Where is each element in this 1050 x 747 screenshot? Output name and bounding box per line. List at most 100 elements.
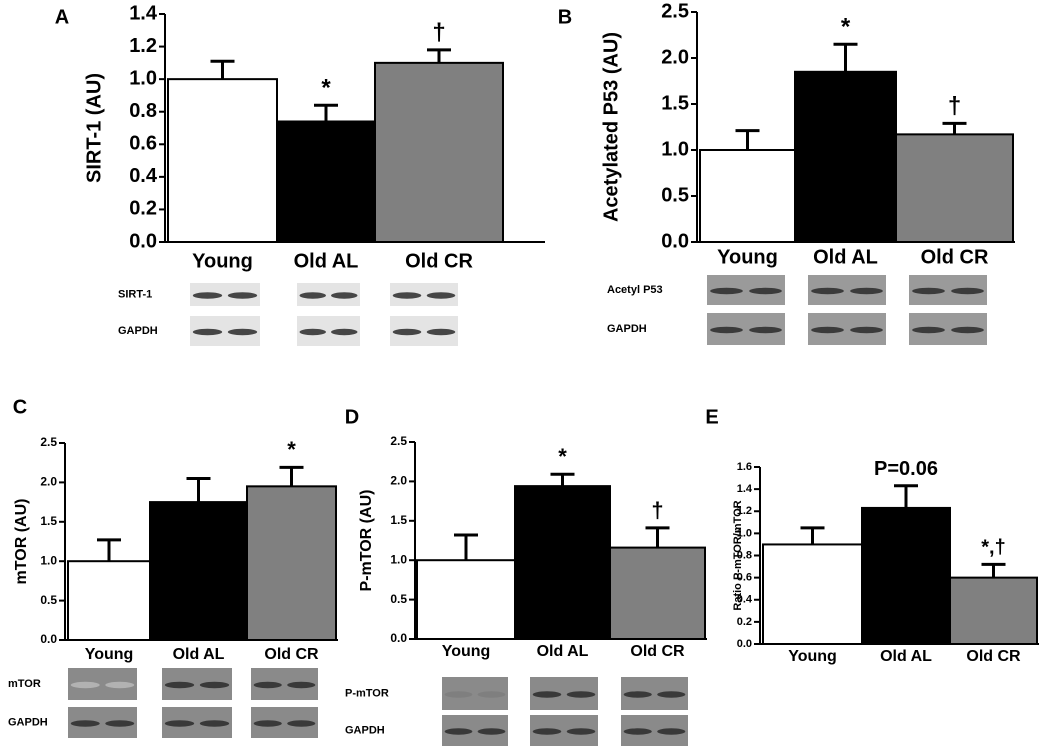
blot-band: [253, 681, 282, 689]
error-bar: [833, 42, 858, 72]
y-tick-label: 0.0: [129, 230, 157, 252]
annotation: *: [321, 75, 331, 102]
bar: [514, 485, 611, 640]
error-bar: [981, 562, 1006, 578]
blot: [621, 677, 688, 710]
blot-band: [444, 728, 473, 735]
blot-band: [811, 326, 844, 334]
bar: [949, 576, 1038, 645]
y-tick-label: 0.4: [737, 594, 753, 606]
y-tick-label: 0.0: [40, 632, 57, 646]
y-tick-label: 1.4: [129, 2, 158, 24]
x-tick-label: Old AL: [173, 646, 225, 663]
blot: [442, 715, 508, 746]
bar: [67, 560, 151, 642]
blot-band: [477, 691, 506, 698]
blot: [909, 313, 987, 345]
blot-band: [227, 328, 258, 336]
blot-band: [299, 328, 326, 336]
error-bar: [314, 103, 338, 122]
blot-band: [392, 292, 422, 299]
y-tick-label: 1.5: [40, 514, 57, 528]
blot-background: [190, 283, 260, 306]
x-tick-label: Young: [85, 646, 134, 663]
y-tick-label: 1.4: [737, 483, 753, 495]
x-tick-label: Young: [788, 648, 837, 665]
y-tick-label: 0.5: [661, 184, 689, 206]
blot-band: [70, 720, 100, 727]
blot-band: [912, 326, 945, 334]
y-axis-label: P-mTOR (AU): [358, 490, 375, 592]
y-tick-label: 1.2: [129, 35, 157, 57]
blot-band: [850, 287, 883, 295]
blot-band: [477, 728, 506, 735]
bar: [861, 506, 951, 645]
x-tick-label: Old AL: [294, 250, 359, 272]
bar: [246, 485, 337, 641]
blot-label: mTOR: [8, 678, 41, 690]
blot-band: [532, 691, 562, 698]
blot-band: [192, 328, 223, 336]
blot: [808, 275, 886, 305]
error-bar: [942, 121, 967, 135]
blot-band: [199, 681, 230, 689]
blot-band: [299, 292, 326, 299]
y-tick-label: 0.8: [129, 100, 157, 122]
y-tick-label: 0.6: [737, 572, 752, 584]
x-tick-label: Old CR: [264, 646, 319, 663]
blot: [162, 707, 232, 738]
blot-band: [749, 326, 782, 334]
bar: [794, 70, 897, 243]
x-tick-label: Old AL: [537, 643, 589, 660]
blot-band: [331, 328, 358, 336]
y-axis-label: mTOR (AU): [13, 499, 30, 585]
blot-background: [297, 283, 360, 306]
annotation: *: [287, 437, 296, 462]
annotation: †: [432, 19, 445, 46]
x-tick-label: Old CR: [921, 246, 989, 268]
blot: [251, 707, 318, 738]
blot-label: Acetyl P53: [607, 284, 663, 296]
blot-label: P-mTOR: [345, 687, 389, 699]
x-tick-label: Old AL: [813, 246, 878, 268]
bar: [762, 543, 863, 645]
blot-band: [710, 326, 743, 334]
y-tick-label: 1.2: [737, 505, 752, 517]
error-bar: [454, 533, 478, 561]
blot-band: [623, 728, 652, 735]
y-tick-label: 1.0: [40, 553, 57, 567]
panel-letter: D: [345, 406, 359, 428]
blot: [297, 283, 360, 306]
error-bar: [97, 538, 121, 562]
y-tick-label: 2.0: [390, 474, 407, 488]
y-tick-label: 1.0: [661, 138, 689, 160]
x-tick-label: Young: [442, 643, 491, 660]
blot-band: [566, 691, 596, 698]
y-tick-label: 0.8: [737, 549, 752, 561]
panel-letter: A: [55, 6, 69, 28]
blot: [297, 316, 360, 346]
blot-label: GAPDH: [118, 325, 158, 337]
blot: [68, 668, 137, 700]
blot-band: [227, 292, 258, 299]
y-tick-label: 1.0: [390, 552, 407, 566]
blot-band: [70, 681, 100, 689]
blot: [390, 283, 458, 306]
blot: [390, 316, 458, 346]
blot-band: [105, 681, 135, 689]
y-tick-label: 0.2: [737, 616, 752, 628]
blot: [909, 275, 987, 305]
blot-band: [287, 720, 316, 727]
y-tick-label: 1.0: [129, 67, 157, 89]
error-bar: [186, 476, 211, 503]
y-axis-label: Ratio P-mTOR/mTOR: [732, 500, 744, 610]
blot-band: [912, 287, 945, 295]
y-tick-label: 2.0: [40, 475, 57, 489]
blot-background: [390, 283, 458, 306]
blot-band: [710, 287, 743, 295]
y-tick-label: 0.6: [129, 133, 157, 155]
y-tick-label: 1.0: [737, 527, 752, 539]
error-bar: [894, 484, 918, 508]
annotation: *: [841, 14, 851, 41]
blot-band: [532, 728, 562, 735]
